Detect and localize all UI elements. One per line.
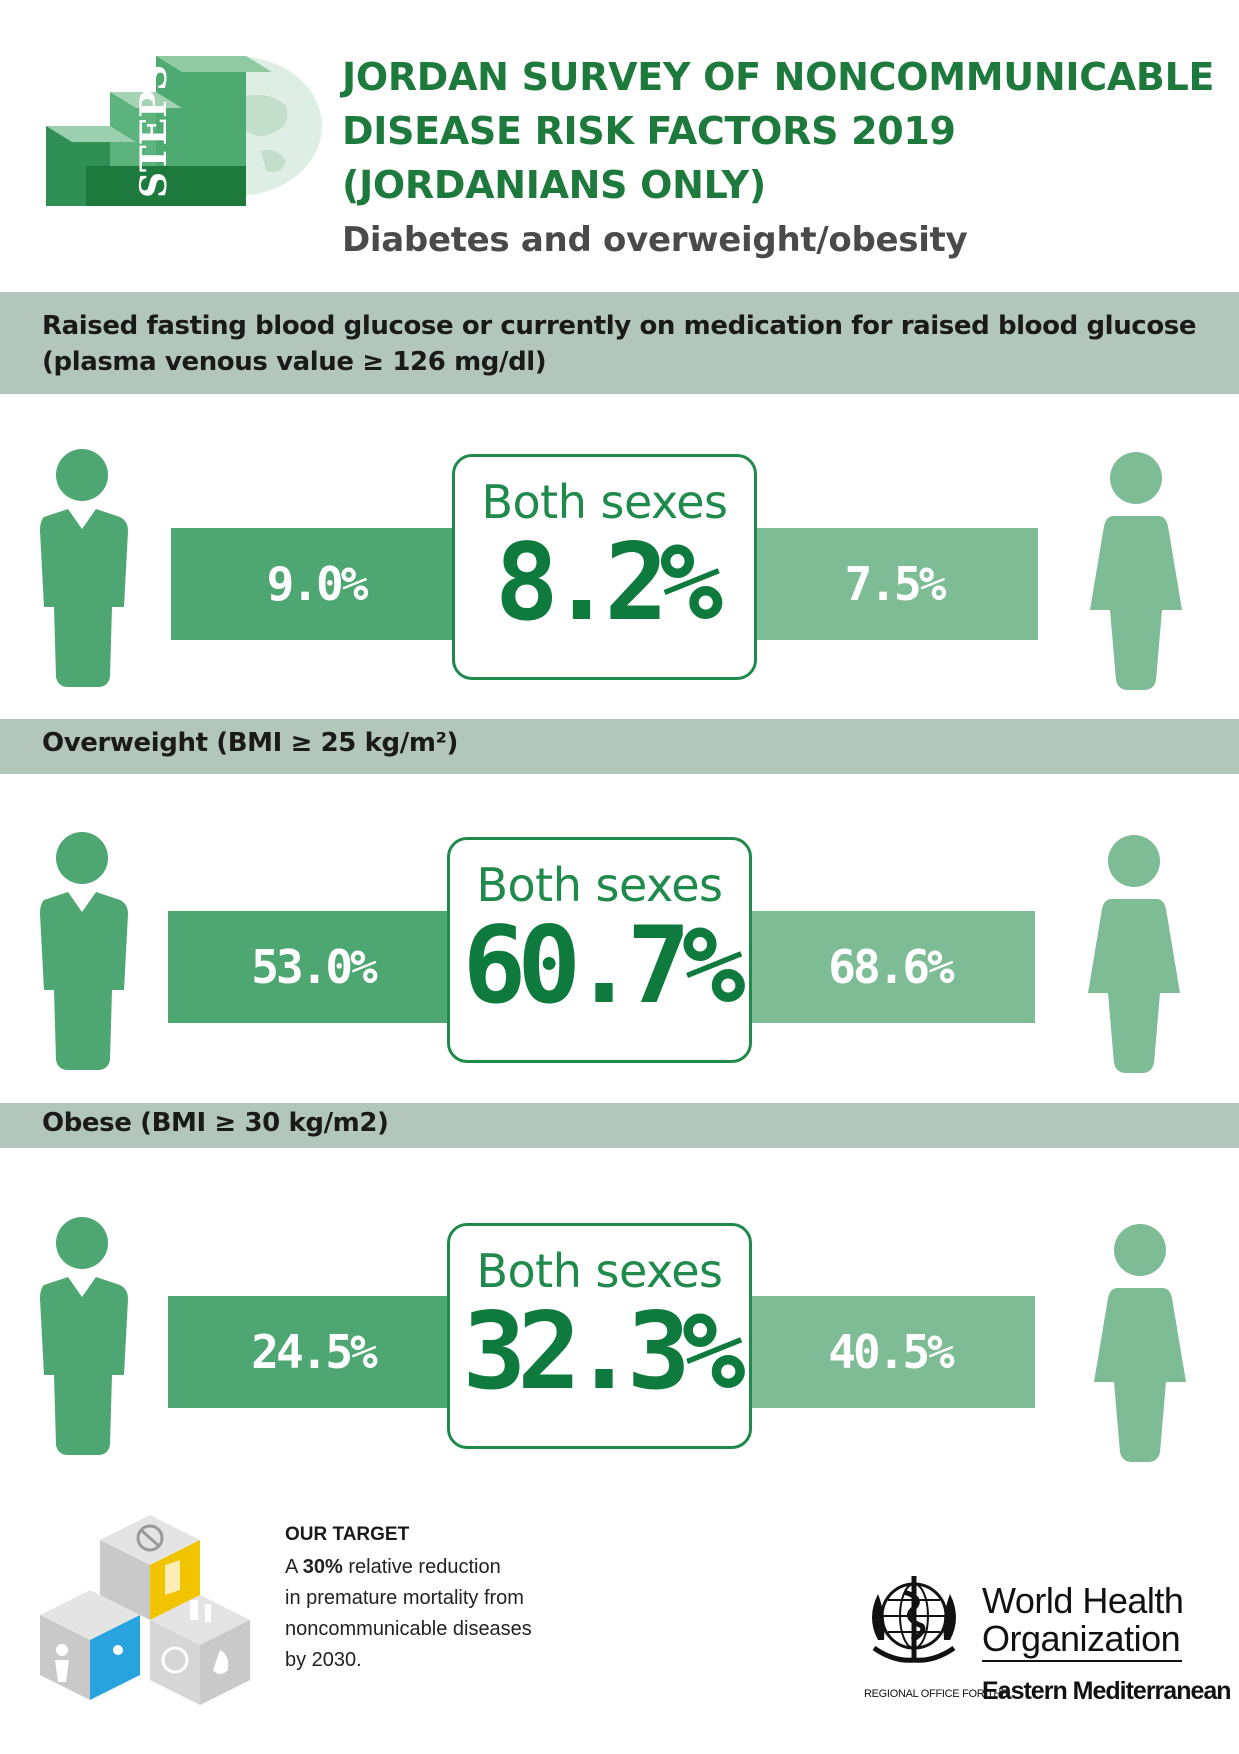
woman-icon (1088, 835, 1180, 1073)
both-sexes-value-obese: 32.3% (462, 1290, 745, 1413)
both-sexes-box-obese: Both sexes 32.3% (447, 1223, 752, 1449)
who-region: Eastern Mediterranean (982, 1677, 1232, 1705)
target-heading: OUR TARGET (285, 1524, 410, 1545)
man-icon (40, 1217, 128, 1455)
target-line1-suffix: relative reduction (342, 1556, 501, 1578)
target-line4: by 2030. (285, 1649, 362, 1671)
who-region-prefix: REGIONAL OFFICE FOR THE (864, 1688, 1009, 1700)
women-value-overweight: 68.6% (745, 911, 1035, 1023)
who-emblem-icon (872, 1576, 956, 1663)
both-sexes-value-overweight: 60.7% (462, 904, 745, 1027)
man-icon (40, 449, 128, 687)
men-value-glucose: 9.0% (171, 528, 461, 640)
page-title: JORDAN SURVEY OF NONCOMMUNICABLE DISEASE… (342, 55, 1215, 207)
section-heading-glucose: Raised fasting blood glucose or currentl… (0, 292, 1239, 394)
risk-factor-cubes-icon (40, 1515, 250, 1705)
both-sexes-label: Both sexes (481, 475, 728, 529)
target-line2: in premature mortality from (285, 1587, 524, 1609)
both-sexes-label: Both sexes (476, 858, 723, 912)
men-value-overweight: 53.0% (168, 911, 458, 1023)
men-value-obese: 24.5% (168, 1296, 458, 1408)
target-line3: noncommunicable diseases (285, 1618, 532, 1640)
woman-icon (1094, 1224, 1186, 1462)
women-value-obese: 40.5% (745, 1296, 1035, 1408)
target-percent: 30% (302, 1556, 343, 1578)
both-sexes-label: Both sexes (476, 1244, 723, 1298)
man-icon (40, 832, 128, 1070)
woman-icon (1090, 452, 1182, 690)
both-sexes-box-overweight: Both sexes 60.7% (447, 837, 752, 1063)
steps-logo: STEPS (46, 56, 322, 206)
section-heading-obese: Obese (BMI ≥ 30 kg/m2) (0, 1103, 1239, 1148)
who-name: World Health Organization (982, 1580, 1184, 1659)
steps-logo-text: STEPS (133, 65, 175, 198)
women-value-glucose: 7.5% (750, 528, 1038, 640)
section-heading-overweight: Overweight (BMI ≥ 25 kg/m²) (0, 719, 1239, 774)
target-text: A 30% relative reduction in premature mo… (285, 1552, 585, 1676)
both-sexes-value-glucose: 8.2% (494, 521, 723, 644)
who-divider (982, 1660, 1182, 1662)
both-sexes-box-glucose: Both sexes 8.2% (452, 454, 757, 680)
page-subtitle: Diabetes and overweight/obesity (342, 220, 968, 260)
target-line1-prefix: A (285, 1556, 303, 1578)
